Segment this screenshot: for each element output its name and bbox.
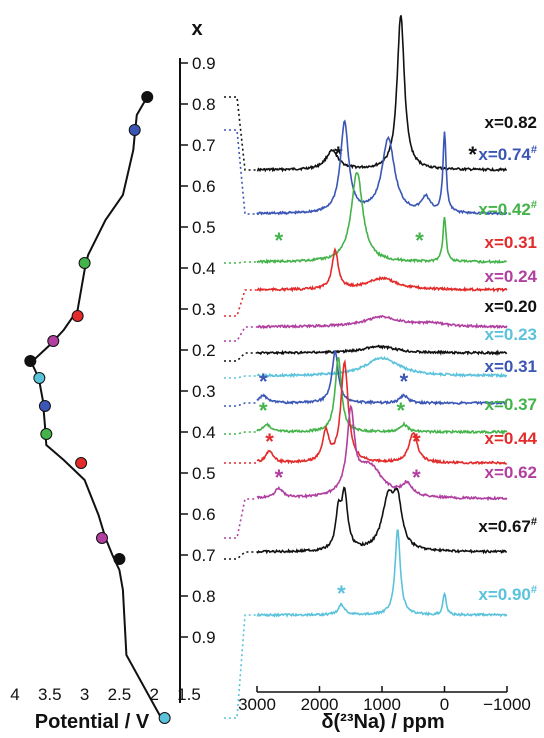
trace-label-6: x=0.23 xyxy=(485,325,537,344)
potential-panel: 4 3.5 3 2.5 2 1.5 Potential / V xyxy=(10,91,201,733)
peak-star: * xyxy=(337,581,346,606)
trace-label-5: x=0.20 xyxy=(485,297,537,316)
trace-connector xyxy=(224,326,257,342)
trace-label-12: x=0.90# xyxy=(478,584,537,604)
trace-label-2: x=0.42# xyxy=(478,199,537,219)
trace-connector xyxy=(224,375,257,379)
nmr-tick-label: 2000 xyxy=(301,695,339,714)
peak-star: * xyxy=(412,465,421,490)
potential-marker xyxy=(38,400,51,412)
trace-label-4: x=0.24 xyxy=(485,267,538,286)
trace-connector xyxy=(224,289,257,317)
nmr-trace-3 xyxy=(256,246,508,293)
trace-label-7: x=0.31 xyxy=(485,357,537,376)
potential-marker xyxy=(40,428,53,440)
center-tick-label: 0.3 xyxy=(192,300,216,319)
nmr-trace-7 xyxy=(256,350,508,406)
center-tick-label: 0.8 xyxy=(192,587,216,606)
potential-marker xyxy=(128,124,141,136)
center-tick-label: 0.4 xyxy=(192,259,216,278)
nmr-trace-11 xyxy=(256,486,507,555)
peak-star: * xyxy=(400,369,409,394)
potential-marker xyxy=(33,372,46,384)
center-tick-label: 0.8 xyxy=(192,95,216,114)
nmr-panel: 3000 2000 1000 0 −1000 δ(²³Na) / ppm x=0.82 *… xyxy=(224,15,538,733)
peak-star: * xyxy=(275,465,284,490)
trace-connector xyxy=(224,352,257,362)
peak-star: * xyxy=(259,369,268,394)
trace-label-0: x=0.82 xyxy=(485,113,537,132)
nmr-trace-10 xyxy=(256,404,508,502)
peak-star: * xyxy=(334,142,343,167)
potential-marker xyxy=(47,335,60,347)
trace-label-9: x=0.44 xyxy=(485,429,538,448)
center-tick-label: 0.5 xyxy=(192,464,216,483)
peak-star: * xyxy=(415,228,424,253)
nmr-tick-label: 3000 xyxy=(238,695,276,714)
peak-star: * xyxy=(396,398,405,423)
peak-star: * xyxy=(259,398,268,423)
nmr-trace-4 xyxy=(256,314,508,330)
center-tick-label: 0.9 xyxy=(192,54,216,73)
x-axis-center: x 0.9 0.8 0.7 0.6 0.5 0.4 0.3 0.2 0.3 0.4 0.5 0.6 0.… xyxy=(179,18,216,703)
x-axis-title: x xyxy=(191,18,202,40)
nmr-axis-label: δ(²³Na) / ppm xyxy=(321,711,444,733)
trace-label-8: x=0.37 xyxy=(485,395,537,414)
nmr-trace-12 xyxy=(256,529,508,618)
nmr-trace-0 xyxy=(256,15,507,173)
potential-marker xyxy=(96,532,108,544)
nmr-trace-5 xyxy=(256,344,508,357)
center-tick-label: 0.7 xyxy=(192,546,216,565)
potential-tick-label: 3.5 xyxy=(38,685,62,704)
potential-marker xyxy=(113,553,126,565)
nmr-tick-label: 1000 xyxy=(363,695,401,714)
center-tick-label: 0.9 xyxy=(192,628,216,647)
nmr-trace-2 xyxy=(256,171,507,265)
nmr-trace-1 xyxy=(256,119,508,216)
center-tick-label: 0.3 xyxy=(192,382,216,401)
trace-label-3: x=0.31 xyxy=(485,233,537,252)
trace-connector xyxy=(224,96,257,171)
nmr-trace-9 xyxy=(256,359,507,466)
potential-marker xyxy=(78,257,91,269)
trace-connector xyxy=(224,261,257,264)
potential-marker xyxy=(24,355,37,367)
peak-star: * xyxy=(265,429,274,454)
center-tick-label: 0.2 xyxy=(192,341,216,360)
potential-tick-label: 2.5 xyxy=(108,685,132,704)
trace-connector xyxy=(224,551,257,560)
center-tick-label: 0.6 xyxy=(192,177,216,196)
trace-connector xyxy=(224,498,257,539)
trace-connector xyxy=(224,431,257,435)
potential-tick-label: 3 xyxy=(80,685,89,704)
potential-tick-label: 1.5 xyxy=(177,685,201,704)
potential-marker xyxy=(141,91,154,103)
nmr-trace-6 xyxy=(256,355,508,379)
trace-connector xyxy=(224,129,257,215)
nmr-tick-label: 0 xyxy=(440,695,449,714)
potential-axis-label: Potential / V xyxy=(35,711,150,733)
trace-connector xyxy=(224,614,257,719)
nmr-trace-8 xyxy=(256,357,508,435)
trace-connector xyxy=(224,402,257,407)
potential-marker xyxy=(158,712,171,724)
center-tick-label: 0.6 xyxy=(192,505,216,524)
trace-label-1: x=0.74# xyxy=(478,144,537,164)
peak-star: * xyxy=(275,228,284,253)
trace-label-10: x=0.62 xyxy=(485,463,537,482)
potential-tick-label: 4 xyxy=(10,685,19,704)
center-tick-label: 0.7 xyxy=(192,136,216,155)
trace-label-11: x=0.67# xyxy=(478,516,537,536)
peak-star: * xyxy=(412,429,421,454)
potential-marker xyxy=(71,310,84,322)
nmr-tick-label: −1000 xyxy=(483,695,531,714)
center-tick-label: 0.5 xyxy=(192,218,216,237)
potential-tick-label: 2 xyxy=(149,685,158,704)
peak-star: * xyxy=(468,142,477,167)
potential-marker xyxy=(75,457,88,469)
center-tick-label: 0.4 xyxy=(192,423,216,442)
